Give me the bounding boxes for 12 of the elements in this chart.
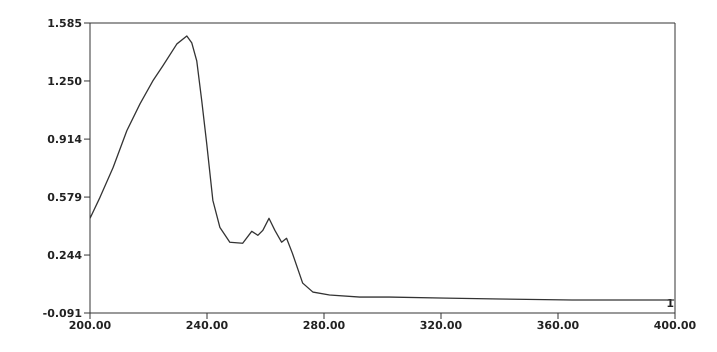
y-tick-label: 0.244	[47, 248, 82, 262]
y-tick-label: 0.914	[47, 133, 82, 146]
x-tick-label: 240.00	[186, 318, 229, 332]
x-tick-label: 360.00	[536, 318, 580, 332]
x-tick-label: 400.00	[654, 318, 697, 332]
y-tick-label: 1.250	[47, 74, 82, 88]
x-tick-label: 280.00	[302, 318, 346, 332]
x-tick-label: 320.00	[420, 318, 463, 332]
x-tick-label: 200.00	[68, 318, 112, 332]
y-tick-label: 1.585	[47, 16, 82, 30]
y-tick-label: -0.091	[42, 306, 82, 320]
y-tick-label: 0.579	[47, 190, 82, 204]
